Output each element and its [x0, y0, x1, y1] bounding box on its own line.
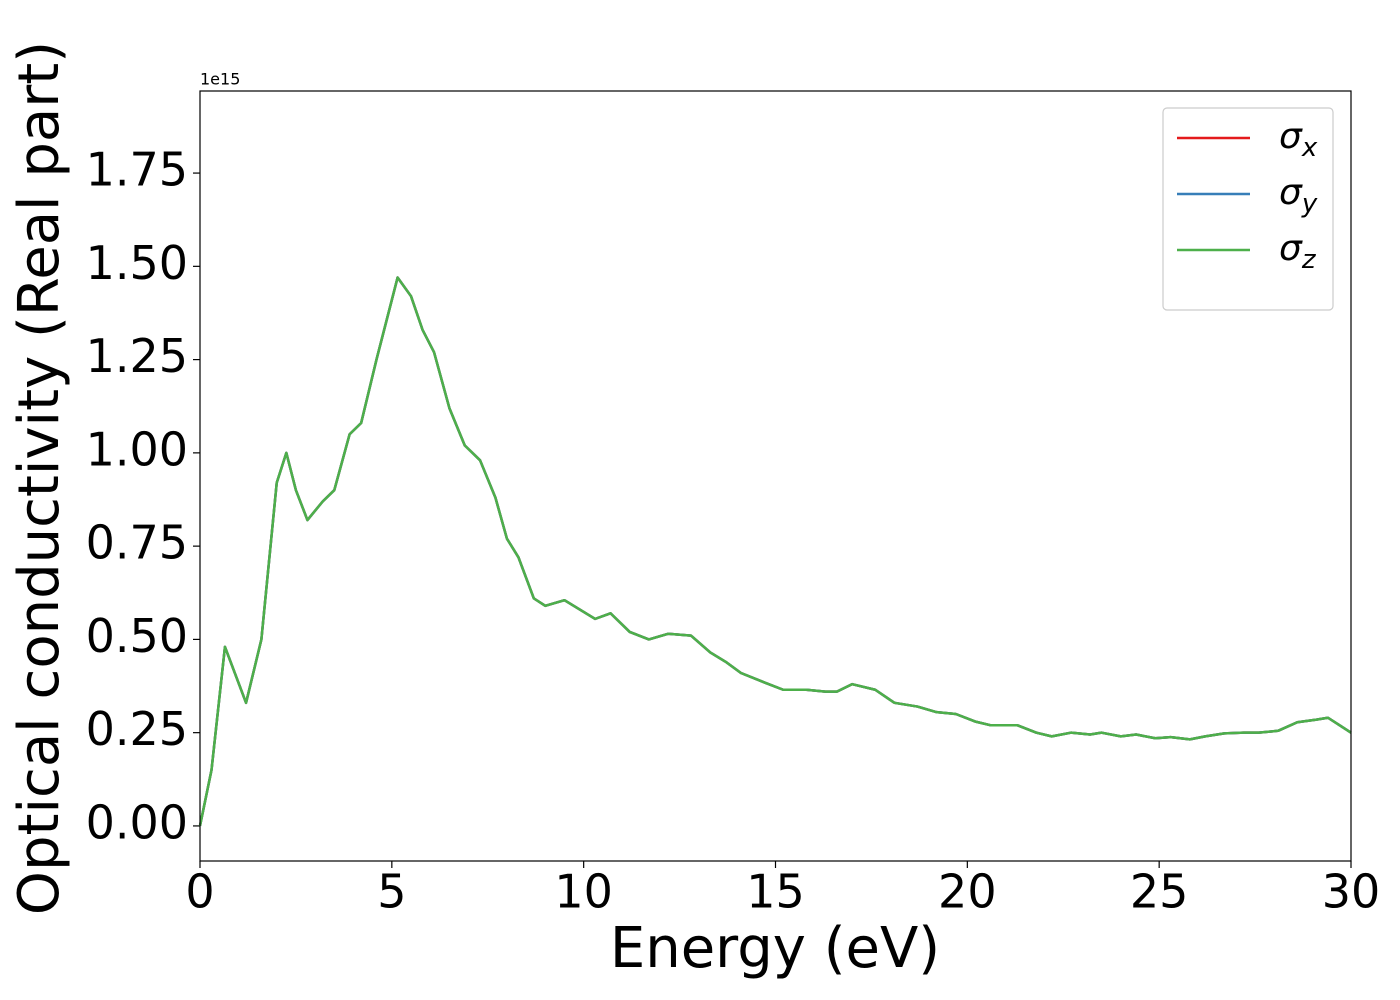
- x-axis-label: Energy (eV): [610, 916, 940, 981]
- x-tick-label: 10: [554, 865, 613, 919]
- legend-box: [1162, 107, 1334, 311]
- y-tick-label: 1.00: [86, 422, 188, 476]
- x-tick-label: 20: [938, 865, 997, 919]
- y-tick-label: 0.75: [86, 516, 188, 570]
- x-tick-label: 30: [1322, 865, 1381, 919]
- y-tick-label: 1.50: [86, 236, 188, 290]
- series-line: [198, 276, 1352, 827]
- x-tick-label: 25: [1130, 865, 1189, 919]
- plot-frame: [199, 90, 1352, 862]
- y-tick-label: 1.75: [86, 143, 188, 197]
- y-tick-label: 1.25: [86, 329, 188, 383]
- y-axis-label: Optical conductivity (Real part): [7, 41, 72, 915]
- y-tick-label: 0.50: [86, 609, 188, 663]
- y-tick-label: 0.25: [86, 702, 188, 756]
- legend-label: σy: [1279, 172, 1318, 219]
- x-tick-label: 5: [377, 865, 406, 919]
- y-tick-label: 0.00: [86, 795, 188, 849]
- offset-label: 1e15: [200, 70, 240, 89]
- x-tick-label: 15: [746, 865, 805, 919]
- x-tick-label: 0: [185, 865, 214, 919]
